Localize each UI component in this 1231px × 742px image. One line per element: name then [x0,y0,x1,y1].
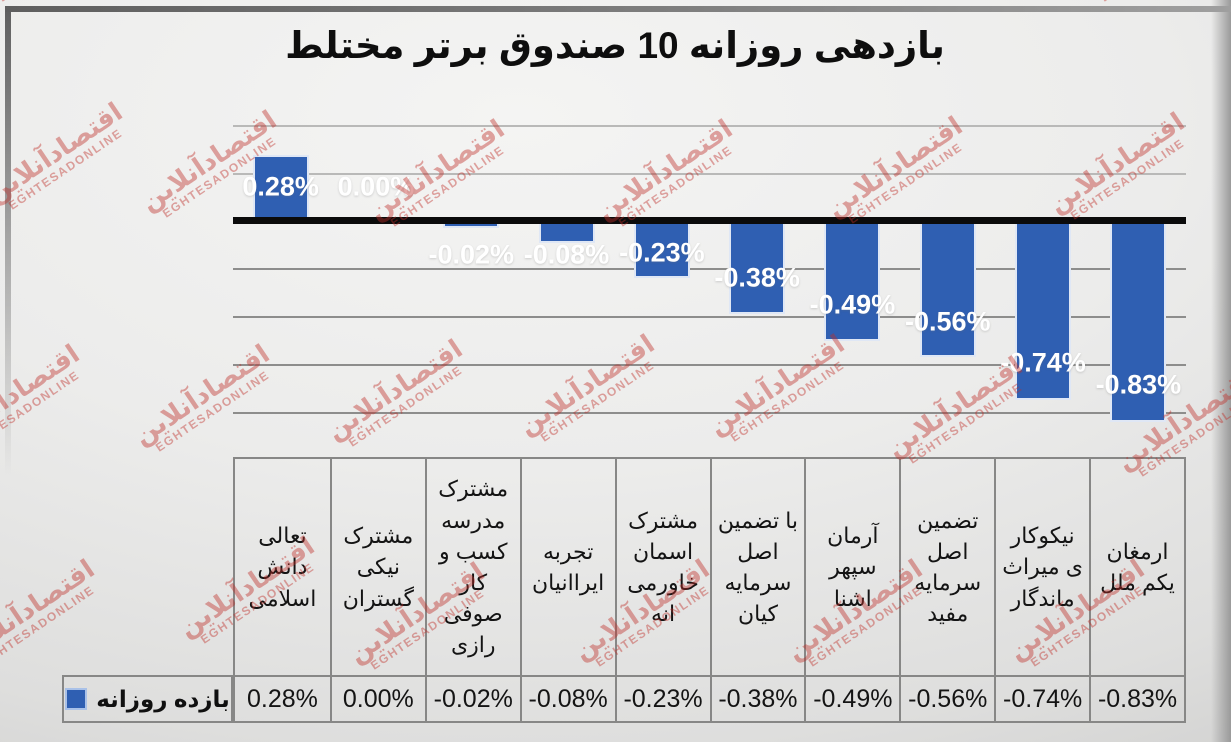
watermark-persian-text: اقتصادآنلاین [362,113,510,226]
bar [1015,221,1072,401]
value-cell: -0.74% [994,677,1089,721]
watermark-persian-text: اقتصادآنلاین [0,553,100,666]
category-cell: مشترک اسمان خاورمی انه [614,459,710,675]
bar [824,221,881,341]
value-cell: 0.00% [329,677,425,721]
watermark-latin-text: EGHTESADONLINE [1067,135,1188,223]
watermark-latin-text: EGHTESADONLINE [5,125,126,213]
value-cell: -0.49% [804,677,899,721]
watermark-persian-text: اقتصادآنلاین [0,338,85,451]
legend-cell: بازده روزانه [62,675,233,723]
bar [729,221,786,315]
bar-value-label: -0.02% [428,239,515,270]
gridline [233,268,1186,271]
watermark-latin-text: EGHTESADONLINE [345,362,466,450]
window-top-border [5,6,1231,12]
value-cell: -0.23% [614,677,710,721]
gridline [233,172,1186,175]
watermark-persian-text: اقتصادآنلاین [512,328,660,441]
value-cell: -0.83% [1089,677,1184,721]
category-cell: تضمین اصل سرمایه مفید [899,459,994,675]
zero-axis-line [233,217,1186,224]
category-cell: ارمغان یکم ملل [1089,459,1184,675]
gridline [233,363,1186,366]
watermark-latin-text: EGHTESADONLINE [537,357,658,445]
bar-value-label: 0.00% [337,171,415,202]
value-cell: -0.56% [899,677,994,721]
window-right-shadow [1211,0,1231,742]
chart-title: بازدهی روزانه 10 صندوق برتر مختلط [285,25,945,66]
value-row: 0.28% 0.00% -0.02% -0.08% -0.23% -0.38% -0.49%… [233,675,1186,723]
watermark-persian-text: اقتصادآنلاین [820,110,968,223]
gridline [233,411,1186,414]
watermark-latin-text: EGHTESADONLINE [0,367,83,455]
value-cell: 0.28% [247,684,318,713]
watermark-latin-text: EGHTESADONLINE [0,582,98,670]
category-cell: با تضمین اصل سرمایه کیان [709,459,805,675]
category-header-row: تعالی دانش اسلامی مشترک نیکی گستران مشترک … [233,457,1186,677]
value-cell: -0.02% [424,677,520,721]
category-cell: تعالی دانش اسلامی [248,523,317,611]
bar-value-label: -0.23% [619,237,705,268]
gridline [233,124,1186,127]
watermark-persian-text: اقتصادآنلاین [0,96,128,209]
watermark-persian-text: اقتصادآنلاین [127,338,275,451]
category-cell: آرمان سپهر اشنا [804,459,899,675]
category-cell: مشترک نیکی گستران [329,459,425,675]
value-cell: -0.38% [709,677,805,721]
legend-series-label: بازده روزانه [96,685,230,712]
bar-value-label: -0.49% [809,289,896,320]
category-cell: نیکوکار ی میراث ماندگار [994,459,1089,675]
value-cell: -0.08% [519,677,615,721]
watermark-latin-text: EGHTESADONLINE [727,357,848,445]
watermark-persian-text: اقتصادآنلاین [320,333,468,446]
gridline [233,316,1186,319]
bar [252,154,309,224]
legend-series-marker-icon [65,688,88,710]
bar-value-label: -0.74% [1000,347,1086,378]
bar-value-label: -0.08% [523,239,610,270]
bar-value-label: -0.83% [1095,369,1182,400]
bar-value-label: 0.28% [242,171,319,202]
category-cell: مشترک مدرسه کسب و کار صوفی رازی [424,459,520,675]
watermark-persian-text: اقتصادآنلاین [590,113,738,226]
watermark-persian-text: اقتصادآنلاین [702,328,850,441]
bar [1110,221,1167,422]
bar-value-label: -0.38% [714,262,800,293]
bar-value-label: -0.56% [904,306,991,337]
bar [919,221,976,358]
window-left-border [5,6,11,476]
category-cell: تجربه ایراانیان [519,459,615,675]
